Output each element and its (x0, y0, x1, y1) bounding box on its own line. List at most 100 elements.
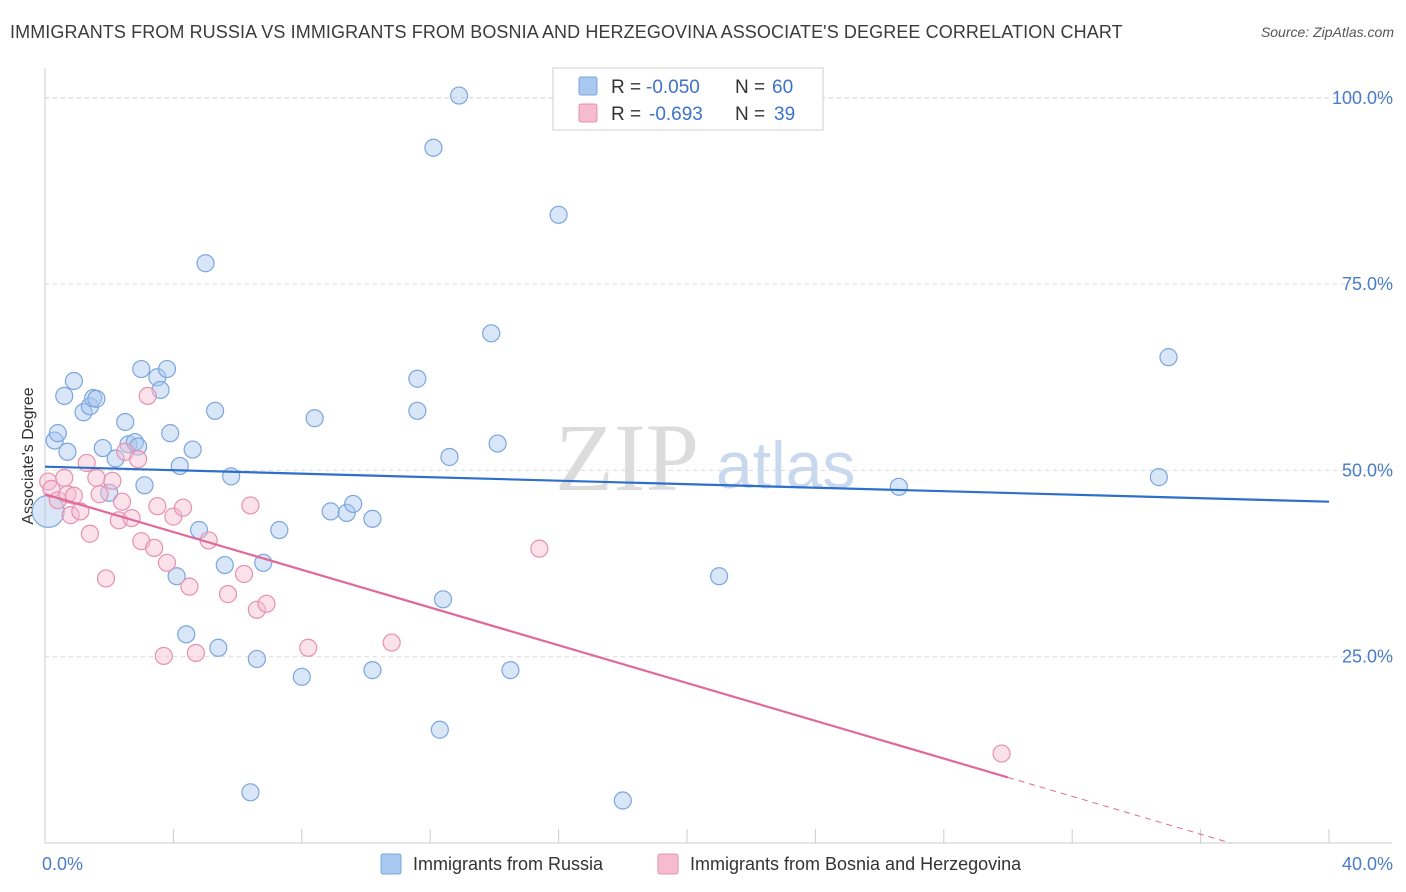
y-tick-label: 50.0% (1342, 460, 1393, 480)
data-point (222, 467, 241, 486)
trend-line-russia (44, 465, 1330, 503)
stats-legend-bosnia-swatch (578, 103, 598, 123)
legend-russia-label: Immigrants from Russia (413, 854, 604, 874)
data-point (408, 369, 427, 388)
stats-legend-russia-n-value: 60 (772, 77, 793, 98)
data-point (292, 667, 311, 686)
data-point (93, 438, 112, 458)
data-point (206, 401, 225, 420)
x-tick-labels: 0.0% 40.0% (42, 854, 1393, 874)
data-point (299, 638, 318, 657)
data-point (64, 486, 83, 505)
data-point (247, 649, 266, 669)
x-tick-label: 0.0% (42, 854, 83, 874)
data-point (103, 471, 122, 490)
data-point (132, 359, 151, 379)
stats-legend-bosnia-n-label: N = (735, 104, 770, 125)
data-point (55, 386, 74, 405)
legend-bosnia-swatch (657, 853, 679, 875)
data-point (135, 476, 154, 495)
data-point (48, 424, 67, 443)
data-point (482, 324, 501, 343)
data-point (138, 386, 157, 405)
data-point (87, 468, 106, 487)
data-point (440, 447, 459, 467)
data-point (96, 569, 116, 588)
data-point (1159, 348, 1178, 367)
x-axis-ticks (44, 829, 1330, 843)
data-point (1149, 468, 1168, 487)
axes (44, 68, 1392, 844)
data-point (61, 506, 80, 525)
data-point (161, 424, 180, 443)
trend-line-bosnia (44, 493, 1009, 779)
data-point (337, 503, 356, 522)
data-point (218, 585, 238, 604)
data-point (170, 456, 189, 476)
y-tick-label: 75.0% (1342, 274, 1393, 294)
data-point (177, 625, 196, 644)
data-point (90, 485, 109, 504)
data-point (64, 371, 83, 391)
series-bosnia-points (39, 386, 1011, 763)
data-point (363, 661, 382, 680)
data-point (321, 502, 340, 521)
watermark-zip: ZIP (555, 404, 699, 511)
data-point (433, 590, 453, 609)
x-tick-label: 40.0% (1342, 854, 1393, 874)
legend-russia-swatch (380, 853, 402, 875)
data-point (157, 359, 177, 379)
y-tick-label: 100.0% (1332, 88, 1393, 108)
data-point (145, 538, 164, 558)
data-point (58, 442, 77, 461)
legend-bosnia-label: Immigrants from Bosnia and Herzegovina (690, 854, 1022, 874)
data-point (183, 440, 202, 459)
data-point (408, 401, 427, 420)
data-point (180, 577, 199, 596)
data-point (112, 492, 132, 511)
watermark-atlas: atlas (716, 428, 855, 502)
data-point (424, 138, 443, 157)
data-point (157, 553, 177, 572)
data-point (709, 567, 729, 586)
data-point (992, 744, 1011, 763)
data-point (55, 468, 74, 487)
data-point (530, 539, 549, 558)
data-point (430, 720, 449, 739)
data-point (87, 389, 106, 408)
data-point (154, 646, 173, 666)
stats-legend: R = -0.050 N = 60 R = -0.693 N = 39 (552, 67, 824, 131)
data-point (382, 633, 401, 652)
data-point (488, 434, 507, 453)
data-point (71, 502, 90, 521)
data-point (116, 412, 135, 432)
data-point (167, 567, 186, 586)
data-point (344, 494, 363, 514)
data-point (186, 643, 205, 663)
trend-lines (44, 465, 1330, 844)
data-point (889, 477, 908, 496)
chart-title: IMMIGRANTS FROM RUSSIA VS IMMIGRANTS FRO… (10, 22, 1123, 42)
stats-legend-bosnia-n-value: 39 (774, 104, 795, 125)
stats-legend-russia-r-label: R = (611, 77, 646, 98)
stats-legend-russia-r-value: -0.050 (646, 77, 700, 98)
data-point (106, 449, 125, 468)
data-point (173, 498, 193, 517)
source-credit: Source: ZipAtlas.com (1260, 24, 1394, 40)
y-tick-labels: 25.0% 50.0% 75.0% 100.0% (1332, 88, 1393, 667)
data-point (449, 86, 469, 105)
data-point (234, 564, 254, 584)
series-legend: Immigrants from Russia Immigrants from B… (380, 853, 1022, 875)
stats-legend-russia-n-label: N = (735, 77, 770, 98)
data-point (100, 483, 119, 502)
data-point (613, 791, 632, 810)
data-point (241, 783, 260, 802)
data-point (80, 524, 100, 543)
data-point (241, 496, 260, 515)
trend-line-bosnia-extension (1007, 776, 1231, 844)
data-point (209, 638, 228, 657)
data-point (42, 479, 61, 499)
y-axis-title: Associate's Degree (20, 387, 37, 524)
data-point (270, 520, 289, 540)
